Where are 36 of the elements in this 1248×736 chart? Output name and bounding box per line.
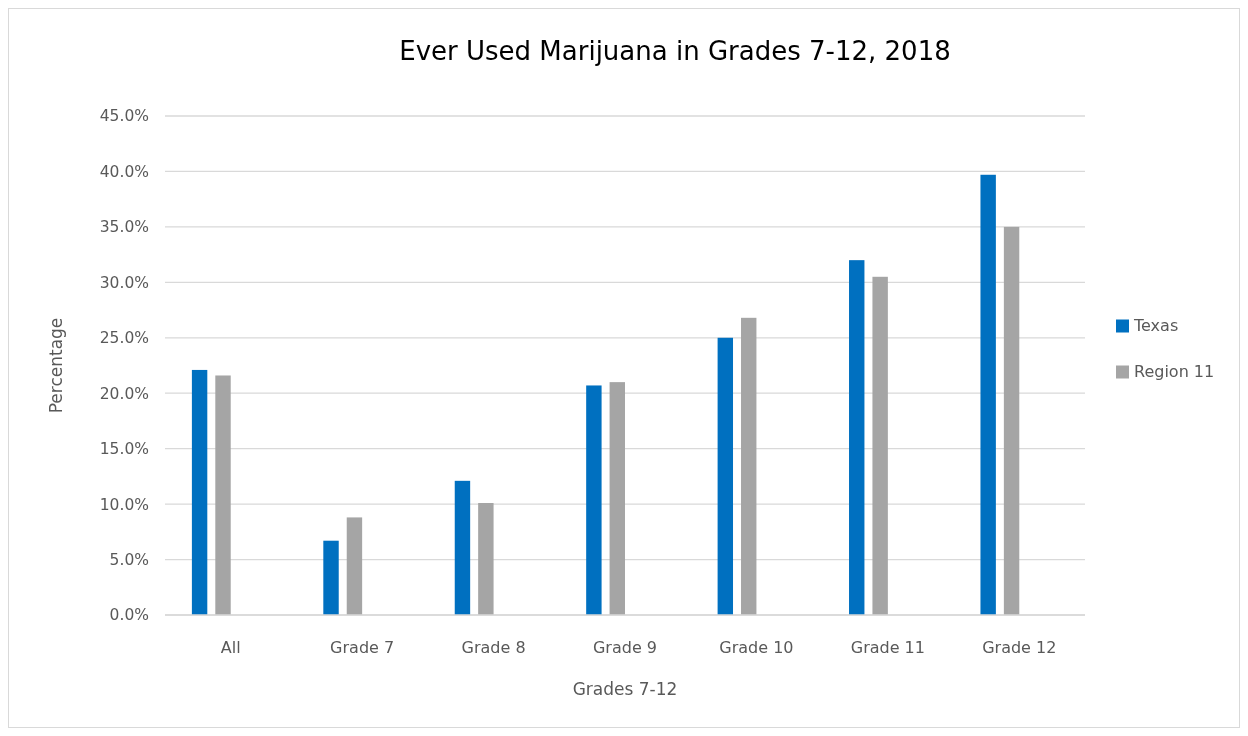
bar	[454, 480, 471, 615]
bar	[215, 375, 231, 615]
y-tick-label: 15.0%	[99, 440, 149, 459]
bar	[191, 369, 208, 615]
y-tick-label: 45.0%	[99, 107, 149, 126]
chart-title: Ever Used Marijuana in Grades 7-12, 2018	[399, 36, 951, 66]
y-tick-label: 0.0%	[109, 606, 149, 625]
y-tick-label: 25.0%	[99, 329, 149, 348]
y-tick-label: 10.0%	[99, 495, 149, 514]
y-tick-label: 35.0%	[99, 218, 149, 237]
x-axis-title: Grades 7-12	[572, 679, 678, 699]
x-tick-label: Grade 12	[982, 638, 1057, 657]
legend-label: Region 11	[1134, 362, 1215, 382]
bar	[478, 503, 494, 615]
bar	[346, 517, 363, 615]
x-tick-label: Grade 9	[592, 638, 658, 657]
bar	[609, 382, 625, 615]
bar	[323, 540, 339, 615]
y-tick-label: 40.0%	[99, 162, 149, 181]
bar	[1003, 226, 1020, 615]
bar	[741, 317, 757, 615]
bar	[586, 385, 602, 615]
y-axis-title: Percentage	[46, 317, 66, 414]
bar	[849, 260, 865, 615]
x-tick-label: Grade 8	[461, 638, 526, 657]
bar	[980, 174, 996, 615]
y-tick-label: 30.0%	[99, 273, 149, 292]
x-tick-label: Grade 7	[330, 638, 395, 657]
legend-label: Texas	[1133, 316, 1179, 336]
bar	[872, 276, 888, 615]
y-tick-label: 5.0%	[109, 550, 149, 569]
x-tick-label: Grade 10	[719, 638, 794, 657]
x-tick-label: All	[220, 638, 241, 657]
bar	[717, 337, 734, 615]
x-tick-label: Grade 11	[850, 638, 925, 657]
y-tick-label: 20.0%	[99, 384, 149, 403]
